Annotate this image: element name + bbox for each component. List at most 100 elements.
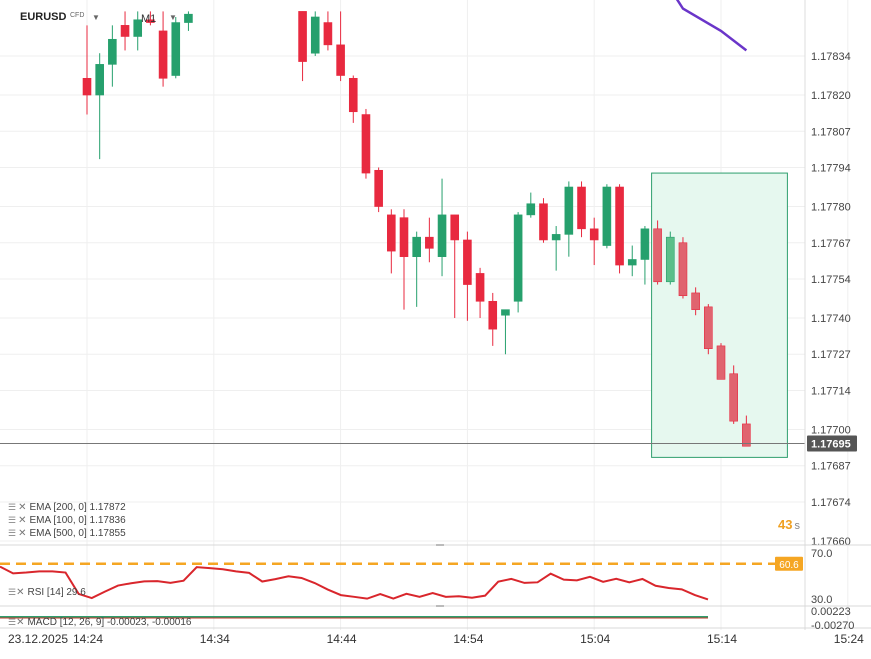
candle-body xyxy=(475,273,485,302)
candle-body xyxy=(615,186,624,266)
indicator-ema200-label: EMA [200, 0] 1.17872 xyxy=(29,502,126,513)
candle-body xyxy=(501,309,510,316)
indicator-macd[interactable]: ☰✕ MACD [12, 26, 9] -0.00023, -0.00016 xyxy=(8,617,191,628)
candle-body xyxy=(640,228,650,260)
candle-body xyxy=(463,239,472,285)
time-tick-label: 15:14 xyxy=(707,632,737,646)
price-tick-label: 1.17807 xyxy=(811,126,851,138)
close-icon[interactable]: ✕ xyxy=(18,528,27,539)
settings-icon[interactable]: ☰ xyxy=(8,502,17,512)
countdown-unit: s xyxy=(794,520,800,532)
candle-body xyxy=(184,13,193,23)
close-icon[interactable]: ✕ xyxy=(16,617,25,628)
symbol-type-label: CFD xyxy=(70,12,85,19)
timeframe-selector[interactable]: M1 xyxy=(141,13,157,25)
countdown-value: 43 xyxy=(778,517,793,532)
candle-body xyxy=(399,217,409,257)
close-icon[interactable]: ✕ xyxy=(18,515,27,526)
pane-resize-handle xyxy=(436,544,444,546)
settings-icon[interactable]: ☰ xyxy=(8,587,17,597)
price-tick-label: 1.17820 xyxy=(811,90,851,102)
price-tick-label: 1.17727 xyxy=(811,349,851,361)
candle-body xyxy=(348,77,358,113)
rsi-tick-label: 30.0 xyxy=(811,594,832,606)
indicator-rsi[interactable]: ☰✕ RSI [14] 29.6 xyxy=(8,587,86,598)
candle-body xyxy=(742,423,751,447)
indicator-macd-label: MACD [12, 26, 9] -0.00023, -0.00016 xyxy=(27,617,192,628)
rsi-tick-label: 70.0 xyxy=(811,548,832,560)
highlight-zone xyxy=(651,172,788,458)
price-tick-label: 1.17674 xyxy=(811,497,851,509)
candle-body xyxy=(665,236,675,283)
candle-body xyxy=(450,214,460,241)
candle-body xyxy=(171,22,181,76)
candle-body xyxy=(374,169,383,207)
macd-tick-label: -0.00270 xyxy=(811,620,854,632)
indicator-ema500-label: EMA [500, 0] 1.17855 xyxy=(29,528,126,539)
price-tick-label: 1.17660 xyxy=(811,536,851,548)
candles-group xyxy=(82,0,751,447)
candle-body xyxy=(602,186,612,246)
price-tick-label: 1.17754 xyxy=(811,274,851,286)
symbol-dropdown-icon[interactable]: ▼ xyxy=(92,13,100,22)
candle-body xyxy=(437,214,447,257)
candle-body xyxy=(716,345,726,380)
indicator-rsi-label: RSI [14] 29.6 xyxy=(27,587,86,598)
candle-body xyxy=(387,214,396,252)
candle-countdown: 43 s xyxy=(778,517,800,532)
candle-body xyxy=(627,259,637,266)
candle-body xyxy=(704,306,713,349)
candle-body xyxy=(425,236,434,249)
candle-body xyxy=(95,64,104,96)
price-tick-label: 1.17714 xyxy=(811,385,851,397)
rsi-line xyxy=(0,565,709,601)
candle-body xyxy=(361,114,371,174)
macd-tick-label: 0.00223 xyxy=(811,606,851,618)
candle-body xyxy=(298,11,307,62)
settings-icon[interactable]: ☰ xyxy=(8,617,17,627)
candle-body xyxy=(336,44,345,76)
candle-body xyxy=(146,19,155,23)
timeframe-dropdown-icon[interactable]: ▼ xyxy=(169,13,177,22)
close-icon[interactable]: ✕ xyxy=(18,502,27,513)
indicator-ema100[interactable]: ☰ ✕ EMA [100, 0] 1.17836 xyxy=(8,514,126,527)
candle-body xyxy=(158,30,168,79)
price-tick-label: 1.17767 xyxy=(811,238,851,250)
rsi-level-label: 60.6 xyxy=(779,560,799,571)
candle-body xyxy=(526,203,536,216)
candle-body xyxy=(310,16,320,54)
price-tick-label: 1.17700 xyxy=(811,425,851,437)
candle-body xyxy=(691,292,700,310)
candle-body xyxy=(412,236,421,257)
candle-body xyxy=(653,228,662,283)
price-tick-label: 1.17687 xyxy=(811,461,851,473)
close-icon[interactable]: ✕ xyxy=(16,587,25,598)
current-price-label: 1.17695 xyxy=(811,438,851,450)
date-label: 23.12.2025 xyxy=(8,632,68,646)
candle-body xyxy=(513,214,523,302)
settings-icon[interactable]: ☰ xyxy=(8,515,17,525)
indicator-ema500[interactable]: ☰ ✕ EMA [500, 0] 1.17855 xyxy=(8,527,126,540)
symbol-label[interactable]: EURUSD xyxy=(20,11,67,23)
indicator-ema100-label: EMA [100, 0] 1.17836 xyxy=(29,515,126,526)
candle-body xyxy=(577,186,586,230)
candle-body xyxy=(133,19,143,37)
candle-body xyxy=(108,38,117,65)
time-tick-label: 14:24 xyxy=(73,632,103,646)
time-tick-label: 15:04 xyxy=(580,632,610,646)
pane-resize-handle xyxy=(436,605,444,607)
candle-body xyxy=(323,22,333,46)
time-tick-label: 14:54 xyxy=(453,632,483,646)
settings-icon[interactable]: ☰ xyxy=(8,528,17,538)
time-tick-label: 14:44 xyxy=(327,632,357,646)
ema-line xyxy=(675,0,748,52)
time-tick-label: 14:34 xyxy=(200,632,230,646)
indicator-ema200[interactable]: ☰ ✕ EMA [200, 0] 1.17872 xyxy=(8,501,126,514)
candle-body xyxy=(564,186,574,235)
candle-body xyxy=(678,242,688,297)
price-tick-label: 1.17740 xyxy=(811,313,851,325)
candle-body xyxy=(589,228,599,241)
candle-body xyxy=(488,300,498,330)
